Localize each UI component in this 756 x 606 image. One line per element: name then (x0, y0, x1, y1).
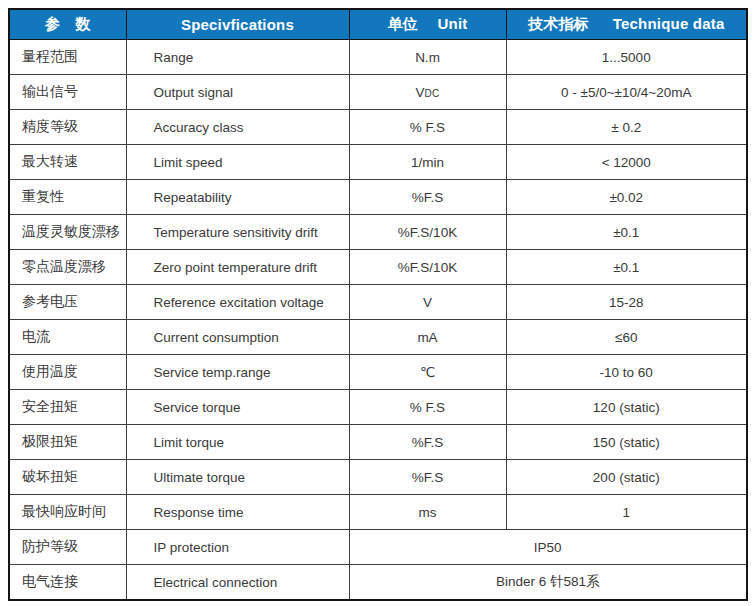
param-cell: 破坏扭矩 (9, 460, 126, 495)
value-cell: < 12000 (506, 145, 747, 180)
unit-cell: % F.S (349, 110, 506, 145)
value-cell: 1 (506, 495, 747, 530)
unit-cell: 1/min (349, 145, 506, 180)
value-cell: ± 0.2 (506, 110, 747, 145)
unit-cell: %F.S (349, 460, 506, 495)
spec-cell: Reference excitation voltage (126, 285, 349, 320)
value-cell: ≤60 (506, 320, 747, 355)
param-cell: 安全扭矩 (9, 390, 126, 425)
value-cell: 150 (static) (506, 425, 747, 460)
unit-cell: %F.S (349, 425, 506, 460)
param-cell: 精度等级 (9, 110, 126, 145)
param-cell: 重复性 (9, 180, 126, 215)
unit-cell: N.m (349, 40, 506, 75)
param-cell: 输出信号 (9, 75, 126, 110)
unit-cell: ℃ (349, 355, 506, 390)
table-row: 精度等级 Accuracy class % F.S ± 0.2 (9, 110, 747, 145)
param-cell: 使用温度 (9, 355, 126, 390)
table-row: 破坏扭矩 Ultimate torque %F.S 200 (static) (9, 460, 747, 495)
table-row: 防护等级 IP protection IP50 (9, 530, 747, 565)
table-row: 电流 Current consumption mA ≤60 (9, 320, 747, 355)
table-row: 输出信号 Output signal VDC 0 - ±5/0~±10/4~20… (9, 75, 747, 110)
header-row: 参 数 Specivfications 单位 Unit 技术指标 Techniq… (9, 9, 747, 40)
spec-table: 参 数 Specivfications 单位 Unit 技术指标 Techniq… (8, 8, 748, 601)
param-cell: 量程范围 (9, 40, 126, 75)
value-cell: 1...5000 (506, 40, 747, 75)
unit-cell: % F.S (349, 390, 506, 425)
unit-subscript: DC (424, 88, 439, 99)
table-row: 最大转速 Limit speed 1/min < 12000 (9, 145, 747, 180)
spec-cell: Limit torque (126, 425, 349, 460)
spec-cell: Ultimate torque (126, 460, 349, 495)
param-cell: 温度灵敏度漂移 (9, 215, 126, 250)
param-cell: 参考电压 (9, 285, 126, 320)
param-cell: 零点温度漂移 (9, 250, 126, 285)
unit-cell: VDC (349, 75, 506, 110)
spec-cell: Electrical connection (126, 565, 349, 601)
value-cell: -10 to 60 (506, 355, 747, 390)
merged-value-cell: Binder 6 针581系 (349, 565, 747, 601)
spec-cell: Service torque (126, 390, 349, 425)
value-cell: ±0.1 (506, 250, 747, 285)
param-cell: 极限扭矩 (9, 425, 126, 460)
param-cell: 电气连接 (9, 565, 126, 601)
spec-cell: Service temp.range (126, 355, 349, 390)
spec-cell: Temperature sensitivity drift (126, 215, 349, 250)
table-row: 电气连接 Electrical connection Binder 6 针581… (9, 565, 747, 601)
spec-cell: Current consumption (126, 320, 349, 355)
table-row: 参考电压 Reference excitation voltage V 15-2… (9, 285, 747, 320)
unit-cell: mA (349, 320, 506, 355)
unit-cell: %F.S/10K (349, 215, 506, 250)
spec-table-container: 参 数 Specivfications 单位 Unit 技术指标 Techniq… (8, 8, 748, 601)
header-unit: 单位 Unit (349, 9, 506, 40)
unit-cell: V (349, 285, 506, 320)
spec-cell: Response time (126, 495, 349, 530)
table-row: 最快响应时间 Response time ms 1 (9, 495, 747, 530)
spec-cell: Limit speed (126, 145, 349, 180)
merged-value-cell: IP50 (349, 530, 747, 565)
header-specifications: Specivfications (126, 9, 349, 40)
table-row: 零点温度漂移 Zero point temperature drift %F.S… (9, 250, 747, 285)
table-row: 极限扭矩 Limit torque %F.S 150 (static) (9, 425, 747, 460)
header-param: 参 数 (9, 9, 126, 40)
table-row: 温度灵敏度漂移 Temperature sensitivity drift %F… (9, 215, 747, 250)
value-cell: 120 (static) (506, 390, 747, 425)
table-row: 使用温度 Service temp.range ℃ -10 to 60 (9, 355, 747, 390)
spec-cell: Zero point temperature drift (126, 250, 349, 285)
header-technique-data: 技术指标 Technique data (506, 9, 747, 40)
value-cell: 0 - ±5/0~±10/4~20mA (506, 75, 747, 110)
unit-cell: %F.S (349, 180, 506, 215)
param-cell: 最快响应时间 (9, 495, 126, 530)
table-row: 重复性 Repeatability %F.S ±0.02 (9, 180, 747, 215)
spec-cell: Output signal (126, 75, 349, 110)
value-cell: ±0.1 (506, 215, 747, 250)
param-cell: 最大转速 (9, 145, 126, 180)
value-cell: ±0.02 (506, 180, 747, 215)
param-cell: 电流 (9, 320, 126, 355)
unit-cell: %F.S/10K (349, 250, 506, 285)
value-cell: 200 (static) (506, 460, 747, 495)
spec-cell: Repeatability (126, 180, 349, 215)
param-cell: 防护等级 (9, 530, 126, 565)
unit-cell: ms (349, 495, 506, 530)
spec-cell: Range (126, 40, 349, 75)
value-cell: 15-28 (506, 285, 747, 320)
table-row: 量程范围 Range N.m 1...5000 (9, 40, 747, 75)
table-row: 安全扭矩 Service torque % F.S 120 (static) (9, 390, 747, 425)
spec-cell: IP protection (126, 530, 349, 565)
spec-cell: Accuracy class (126, 110, 349, 145)
